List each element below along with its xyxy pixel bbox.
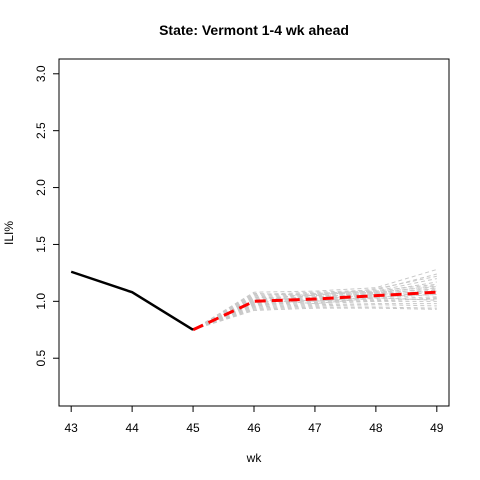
- y-tick-label: 2.5: [34, 122, 48, 139]
- x-tick-label: 44: [125, 421, 139, 435]
- observed-line: [70, 270, 194, 331]
- trajectory-line-16: [192, 307, 437, 331]
- trajectory-line-15: [192, 306, 437, 331]
- observed-layer: [70, 270, 194, 331]
- x-tick-label: 48: [369, 421, 383, 435]
- x-tick-label: 43: [65, 421, 79, 435]
- x-axis: 43 44 45 46 47 48 49: [65, 405, 444, 435]
- trajectory-line-14: [192, 304, 437, 331]
- x-tick-label: 47: [308, 421, 322, 435]
- y-tick-label: 1.5: [34, 236, 48, 253]
- trajectory-line-13: [192, 303, 437, 331]
- y-tick-label: 2.0: [34, 179, 48, 196]
- y-tick-label: 0.5: [34, 350, 48, 367]
- trajectory-line-21: [192, 294, 437, 331]
- trajectory-line-5: [192, 284, 437, 331]
- trajectory-line-23: [192, 297, 437, 331]
- x-tick-label: 49: [430, 421, 444, 435]
- forecast-line: [192, 290, 437, 332]
- trajectory-line-18: [192, 283, 437, 331]
- x-tick-label: 45: [186, 421, 200, 435]
- trajectory-line-3: [192, 278, 437, 331]
- chart-title: State: Vermont 1-4 wk ahead: [159, 22, 349, 38]
- y-axis-label: ILI%: [2, 221, 16, 245]
- trajectory-line-2: [192, 273, 437, 331]
- x-tick-label: 46: [247, 421, 261, 435]
- x-axis-label: wk: [246, 451, 263, 465]
- y-tick-label: 3.0: [34, 65, 48, 82]
- y-tick-label: 1.0: [34, 293, 48, 310]
- trajectory-line-17: [192, 275, 437, 331]
- forecast-layer: [192, 290, 437, 332]
- trajectory-line-4: [192, 281, 437, 331]
- plot-frame: [58, 58, 450, 407]
- y-axis: 0.5 1.0 1.5 2.0 2.5 3.0: [34, 65, 60, 367]
